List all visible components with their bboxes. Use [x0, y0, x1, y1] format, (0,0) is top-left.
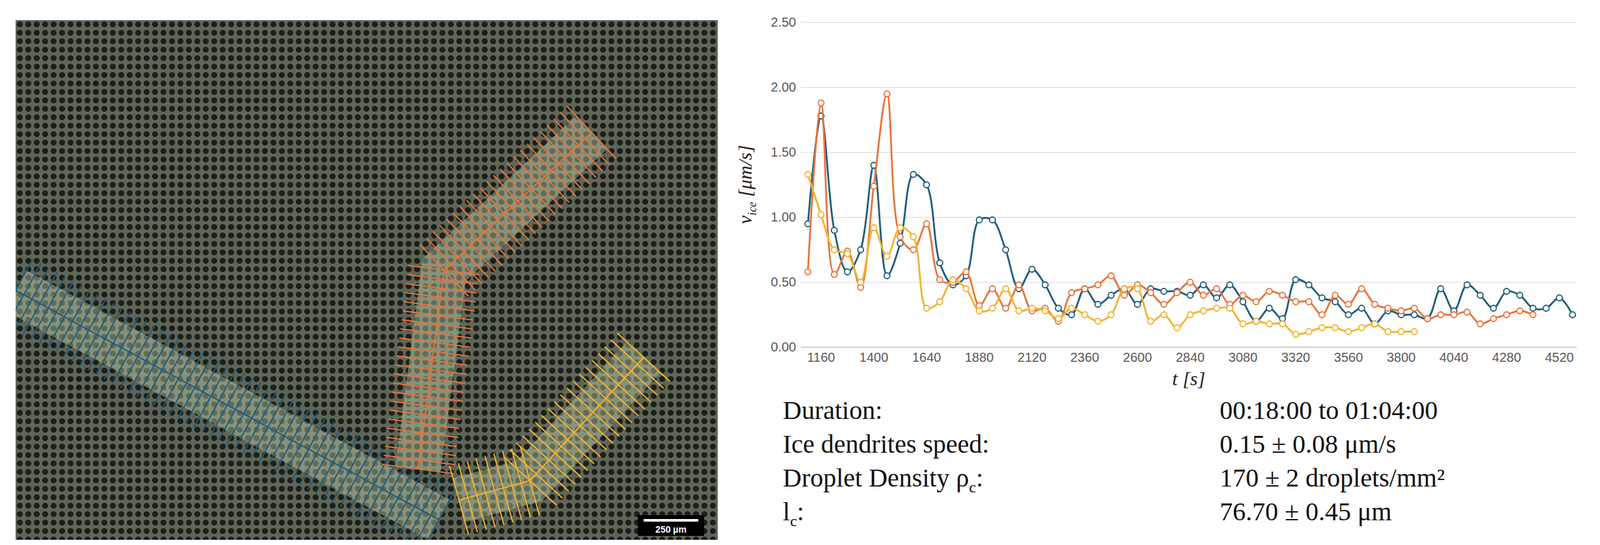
svg-text:2360: 2360: [1070, 350, 1100, 365]
html-text:[μm/s]: [μm/s]: [733, 144, 756, 202]
html-text:76.70 ± 0.45 μm: 76.70 ± 0.45 μm: [1219, 497, 1392, 527]
svg-text:1.00: 1.00: [771, 209, 797, 225]
svg-text:1400: 1400: [859, 350, 889, 365]
svg-text:2600: 2600: [1122, 350, 1153, 365]
svg-text:0.50: 0.50: [771, 275, 797, 290]
svg-text:250 µm: 250 µm: [655, 524, 687, 536]
svg-text:0.00: 0.00: [771, 340, 797, 355]
html-text:00:18:00 to 01:04:00: 00:18:00 to 01:04:00: [1219, 395, 1438, 426]
html-text:170 ± 2 droplets/mm²: 170 ± 2 droplets/mm²: [1219, 463, 1445, 493]
svg-text:3560: 3560: [1334, 350, 1364, 365]
svg-text:3800: 3800: [1386, 350, 1417, 365]
svg-text:4040: 4040: [1439, 350, 1469, 365]
html-text:t [s]: t [s]: [1172, 367, 1206, 390]
svg-text:4520: 4520: [1544, 350, 1574, 365]
svg-text:2840: 2840: [1175, 350, 1205, 365]
html-text:ice: ice: [745, 201, 759, 216]
svg-text:2.50: 2.50: [771, 14, 797, 30]
html-text:Duration:: Duration:: [782, 395, 883, 426]
svg-text:1880: 1880: [964, 350, 995, 365]
svg-text:1160: 1160: [806, 350, 835, 365]
html-text:v: v: [733, 215, 756, 225]
svg-text:3320: 3320: [1281, 350, 1311, 365]
html-text:0.15 ± 0.08 μm/s: 0.15 ± 0.08 μm/s: [1219, 429, 1396, 460]
html-text:Droplet Density ρc:: Droplet Density ρc:: [782, 463, 984, 497]
html-text:Ice dendrites speed:: Ice dendrites speed:: [782, 429, 990, 460]
html-text:lc:: lc:: [782, 497, 805, 530]
svg-text:1640: 1640: [912, 350, 942, 365]
svg-text:3080: 3080: [1228, 350, 1259, 365]
svg-text:4280: 4280: [1492, 350, 1522, 365]
svg-text:2120: 2120: [1017, 350, 1047, 365]
svg-text:2.00: 2.00: [771, 79, 797, 95]
svg-text:1.50: 1.50: [771, 144, 797, 160]
